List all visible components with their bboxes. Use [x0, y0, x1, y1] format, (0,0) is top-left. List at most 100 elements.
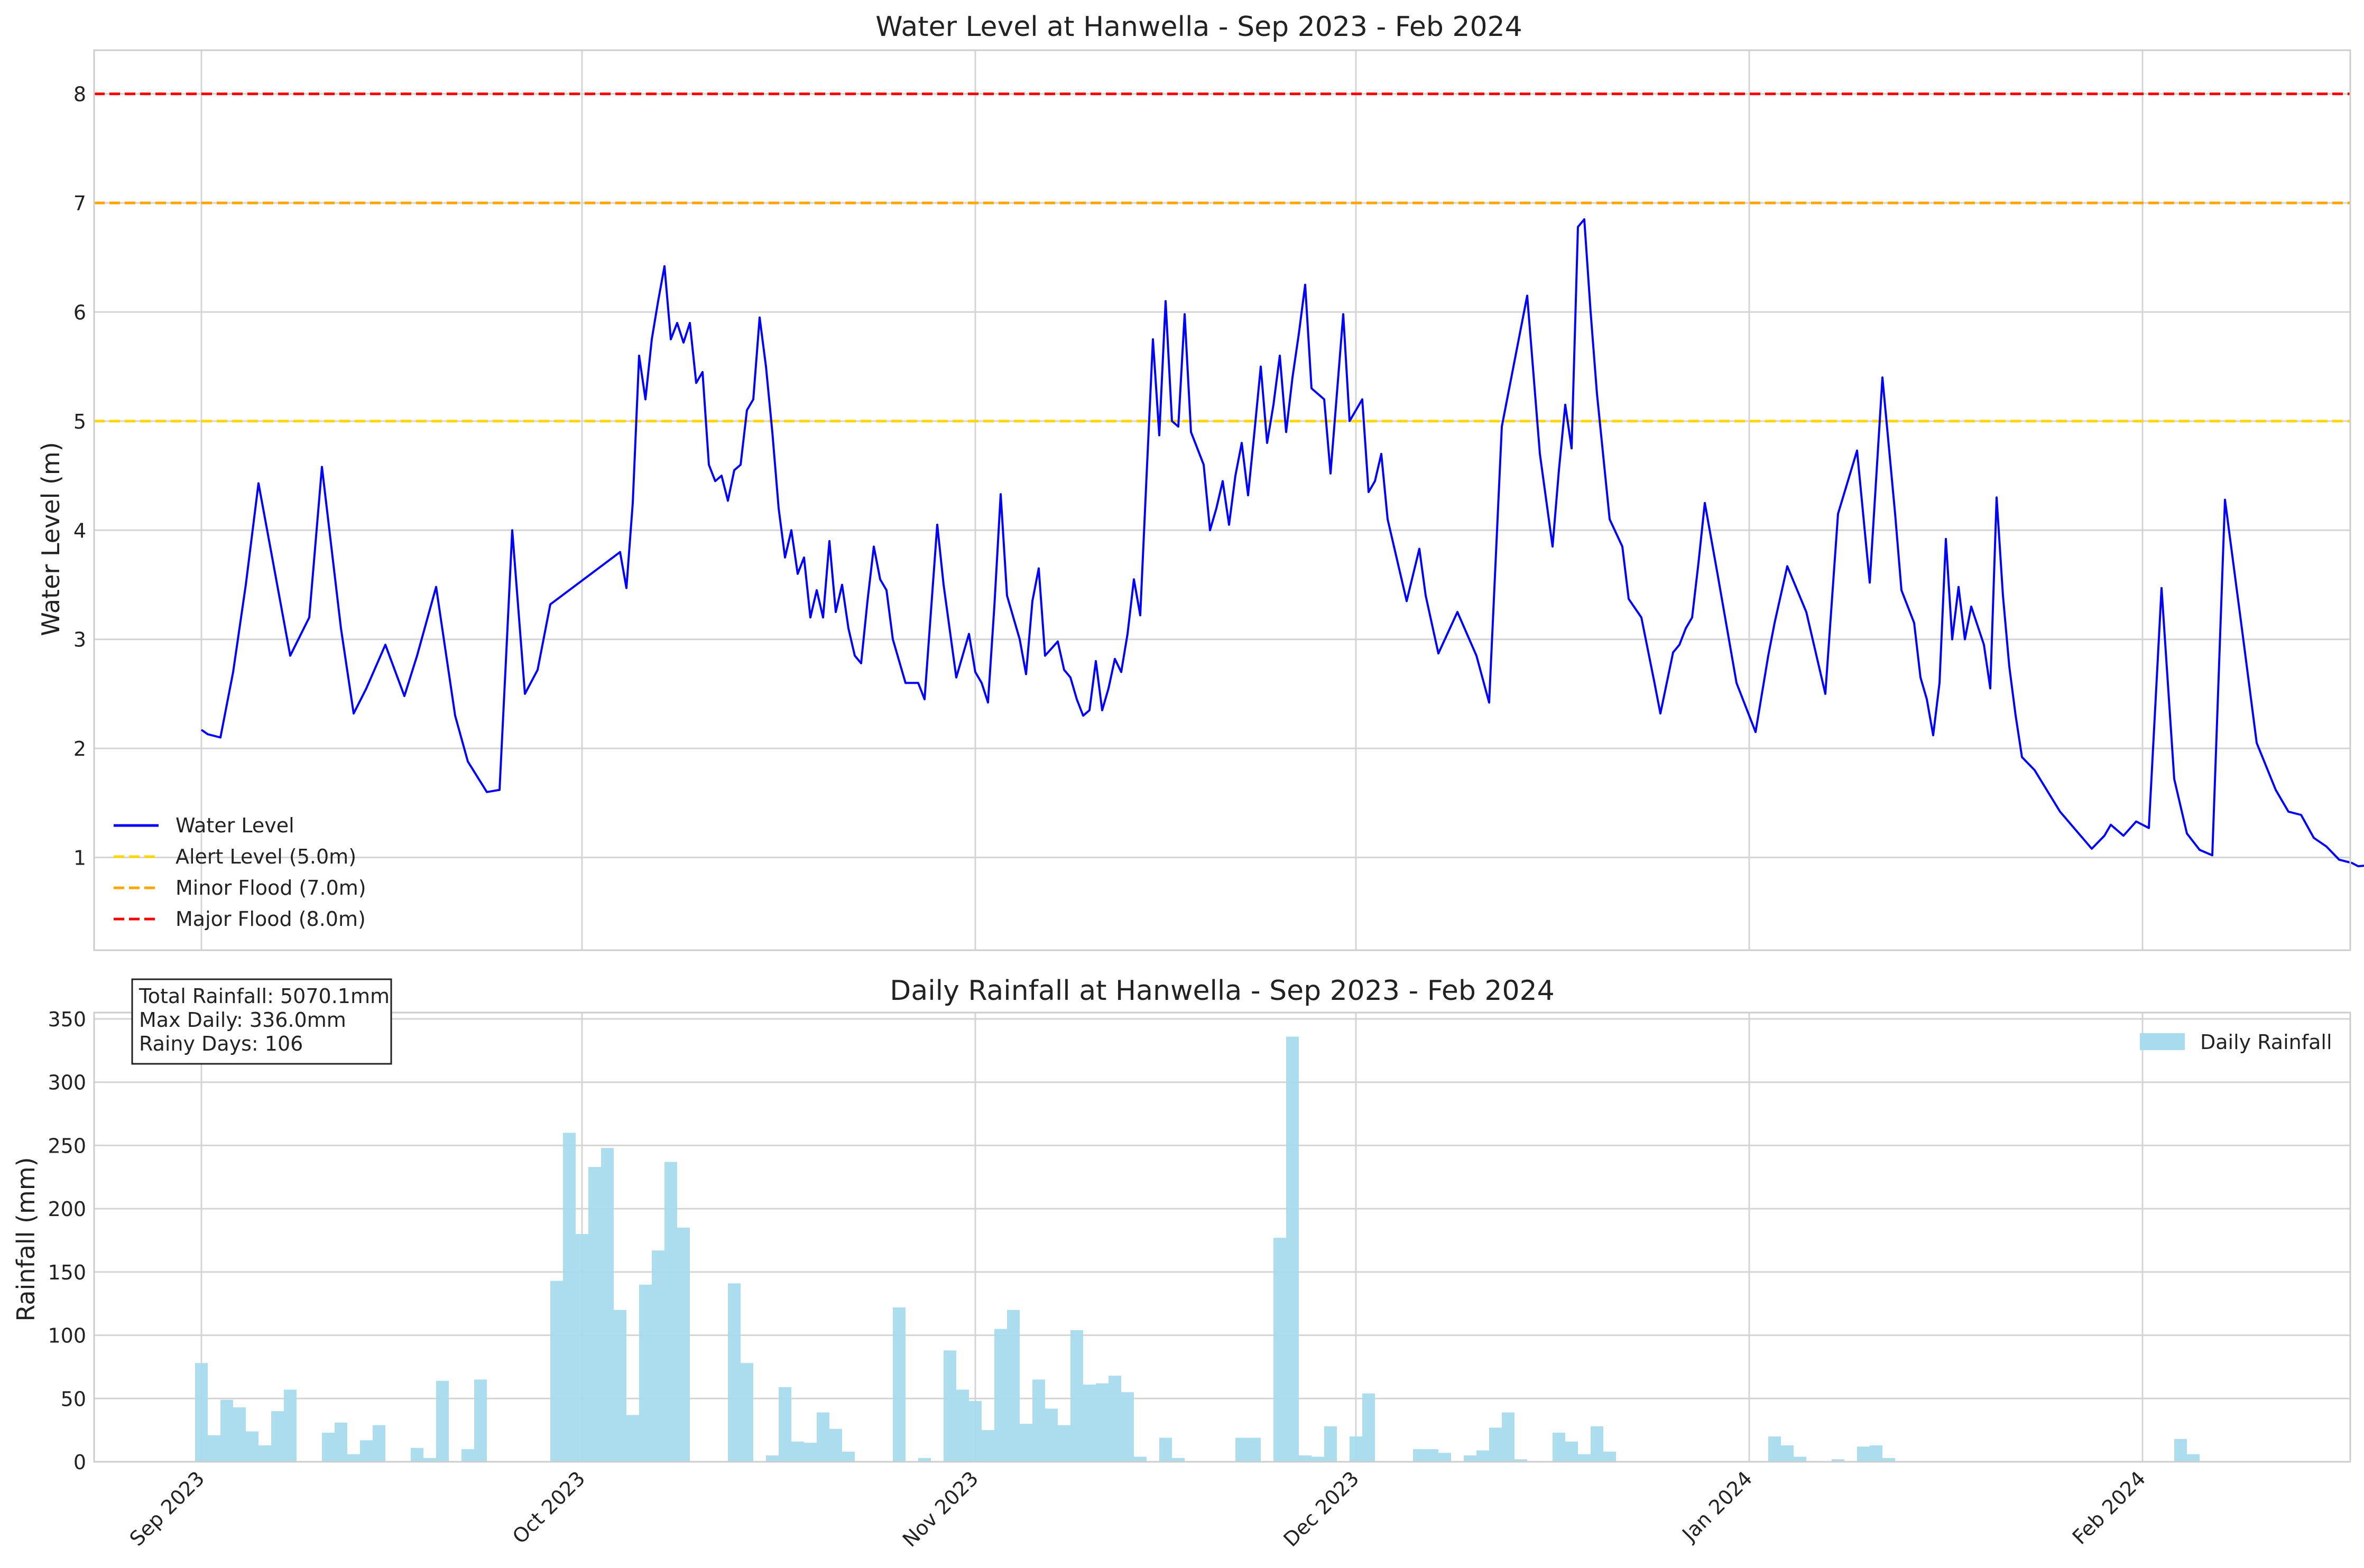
water-level-y-axis-label: Water Level (m)	[36, 442, 65, 636]
rainfall-bar	[829, 1428, 842, 1462]
rainfall-bar	[1426, 1449, 1438, 1462]
rainfall-bar	[1553, 1432, 1565, 1462]
rainfall-bar	[614, 1310, 626, 1462]
rainfall-y-tick-label: 50	[61, 1387, 86, 1411]
rainfall-bar	[220, 1399, 233, 1462]
rainfall-bar	[411, 1448, 423, 1462]
rainfall-bar	[728, 1283, 741, 1462]
legend-label: Minor Flood (7.0m)	[176, 876, 366, 899]
water-level-y-ticks: 1 2 3 4 5 6 7 8	[73, 83, 86, 870]
rainfall-stats-total: Total Rainfall: 5070.1mm	[138, 985, 390, 1008]
water-level-y-tick-label: 4	[73, 519, 86, 542]
rainfall-bar	[1324, 1426, 1337, 1462]
rainfall-bar	[1273, 1238, 1286, 1462]
rainfall-y-axis-label: Rainfall (mm)	[12, 1157, 40, 1321]
water-level-line	[200, 218, 2364, 868]
water-level-y-tick-label: 8	[73, 83, 86, 106]
water-level-plot-frame	[93, 49, 2351, 951]
rainfall-bar	[246, 1431, 258, 1462]
rainfall-bar	[639, 1284, 652, 1462]
water-level-y-tick-label: 6	[73, 301, 86, 324]
rainfall-bar	[1870, 1445, 1882, 1462]
rainfall-bar	[779, 1387, 791, 1462]
rainfall-bar	[652, 1250, 664, 1462]
rainfall-bar	[677, 1228, 690, 1462]
rainfall-y-tick-label: 300	[48, 1071, 86, 1094]
rainfall-bar	[1020, 1424, 1032, 1462]
rainfall-stats-max: Max Daily: 336.0mm	[139, 1008, 346, 1032]
water-level-y-tick-label: 1	[73, 847, 86, 870]
rainfall-bar	[1857, 1446, 1870, 1462]
rainfall-bar	[1578, 1454, 1591, 1462]
rainfall-bar	[1159, 1437, 1172, 1462]
rainfall-bar	[1299, 1455, 1312, 1462]
rainfall-bar	[956, 1389, 969, 1462]
rainfall-bar	[1007, 1310, 1020, 1462]
rainfall-bar	[1032, 1379, 1045, 1462]
rainfall-bar	[626, 1415, 639, 1462]
rainfall-bar	[1172, 1458, 1185, 1462]
rainfall-bar	[817, 1412, 829, 1462]
rainfall-bar	[195, 1363, 208, 1462]
rainfall-bar	[1134, 1456, 1147, 1462]
legend-label: Daily Rainfall	[2200, 1031, 2332, 1054]
rainfall-bar	[474, 1379, 487, 1462]
rainfall-bar	[1058, 1425, 1070, 1462]
rainfall-bar	[766, 1455, 779, 1462]
rainfall-bar	[1489, 1427, 1502, 1462]
rainfall-y-tick-label: 100	[48, 1324, 86, 1348]
rainfall-y-tick-label: 0	[73, 1451, 86, 1474]
rainfall-bar	[1109, 1376, 1121, 1462]
rainfall-bar	[1350, 1436, 1362, 1462]
rainfall-stats-box-frame	[131, 978, 392, 1065]
rainfall-bar	[233, 1407, 246, 1462]
rainfall-bar	[322, 1432, 335, 1462]
rainfall-bar	[1502, 1412, 1515, 1462]
rainfall-y-tick-label: 250	[48, 1134, 86, 1157]
rainfall-bar	[1312, 1456, 1324, 1462]
rainfall-bar	[1515, 1459, 1527, 1462]
rainfall-bar	[1476, 1450, 1489, 1462]
water-level-y-tick-label: 5	[73, 410, 86, 433]
rainfall-legend: Daily Rainfall	[2140, 1031, 2332, 1054]
rainfall-bar	[1083, 1384, 1096, 1462]
water-level-threshold-lines	[94, 92, 2350, 423]
rainfall-bar	[1096, 1383, 1109, 1462]
rainfall-bar	[271, 1411, 284, 1462]
rainfall-bar	[918, 1458, 931, 1462]
rainfall-bar	[994, 1329, 1007, 1462]
rainfall-stats-box: Total Rainfall: 5070.1mm Max Daily: 336.…	[131, 978, 392, 1065]
rainfall-bar	[1832, 1459, 1844, 1462]
rainfall-bar	[1362, 1393, 1375, 1462]
rainfall-bar	[335, 1422, 347, 1462]
rainfall-bar	[461, 1449, 474, 1462]
rainfall-bar	[588, 1167, 601, 1462]
rainfall-bar	[893, 1307, 906, 1462]
rainfall-bar	[1070, 1330, 1083, 1462]
rainfall-bar	[563, 1133, 576, 1462]
water-level-panel: Water Level at Hanwella - Sep 2023 - Feb…	[36, 11, 2364, 951]
rainfall-bar	[436, 1380, 449, 1462]
rainfall-bar	[284, 1389, 297, 1462]
rainfall-bar	[2187, 1454, 2200, 1462]
rainfall-bar	[1768, 1436, 1781, 1462]
rainfall-bar	[360, 1440, 373, 1462]
rainfall-bar	[791, 1441, 804, 1462]
legend-swatch	[2140, 1033, 2185, 1050]
rainfall-bar	[1248, 1437, 1261, 1462]
rainfall-bar	[1781, 1445, 1794, 1462]
rainfall-bar	[1235, 1437, 1248, 1462]
rainfall-bar	[1045, 1408, 1058, 1462]
rainfall-bar	[258, 1445, 271, 1462]
rainfall-bar	[1591, 1426, 1603, 1462]
rainfall-bar	[741, 1363, 753, 1462]
rainfall-bar	[1464, 1455, 1476, 1462]
rainfall-bar	[601, 1148, 614, 1462]
rainfall-bar	[804, 1443, 817, 1462]
water-level-y-tick-label: 7	[73, 192, 86, 215]
rainfall-bar	[2174, 1439, 2187, 1462]
rainfall-bar	[1794, 1456, 1806, 1462]
rainfall-bar	[347, 1454, 360, 1462]
rainfall-bar	[1882, 1458, 1895, 1462]
rainfall-plot-frame	[93, 1012, 2351, 1463]
